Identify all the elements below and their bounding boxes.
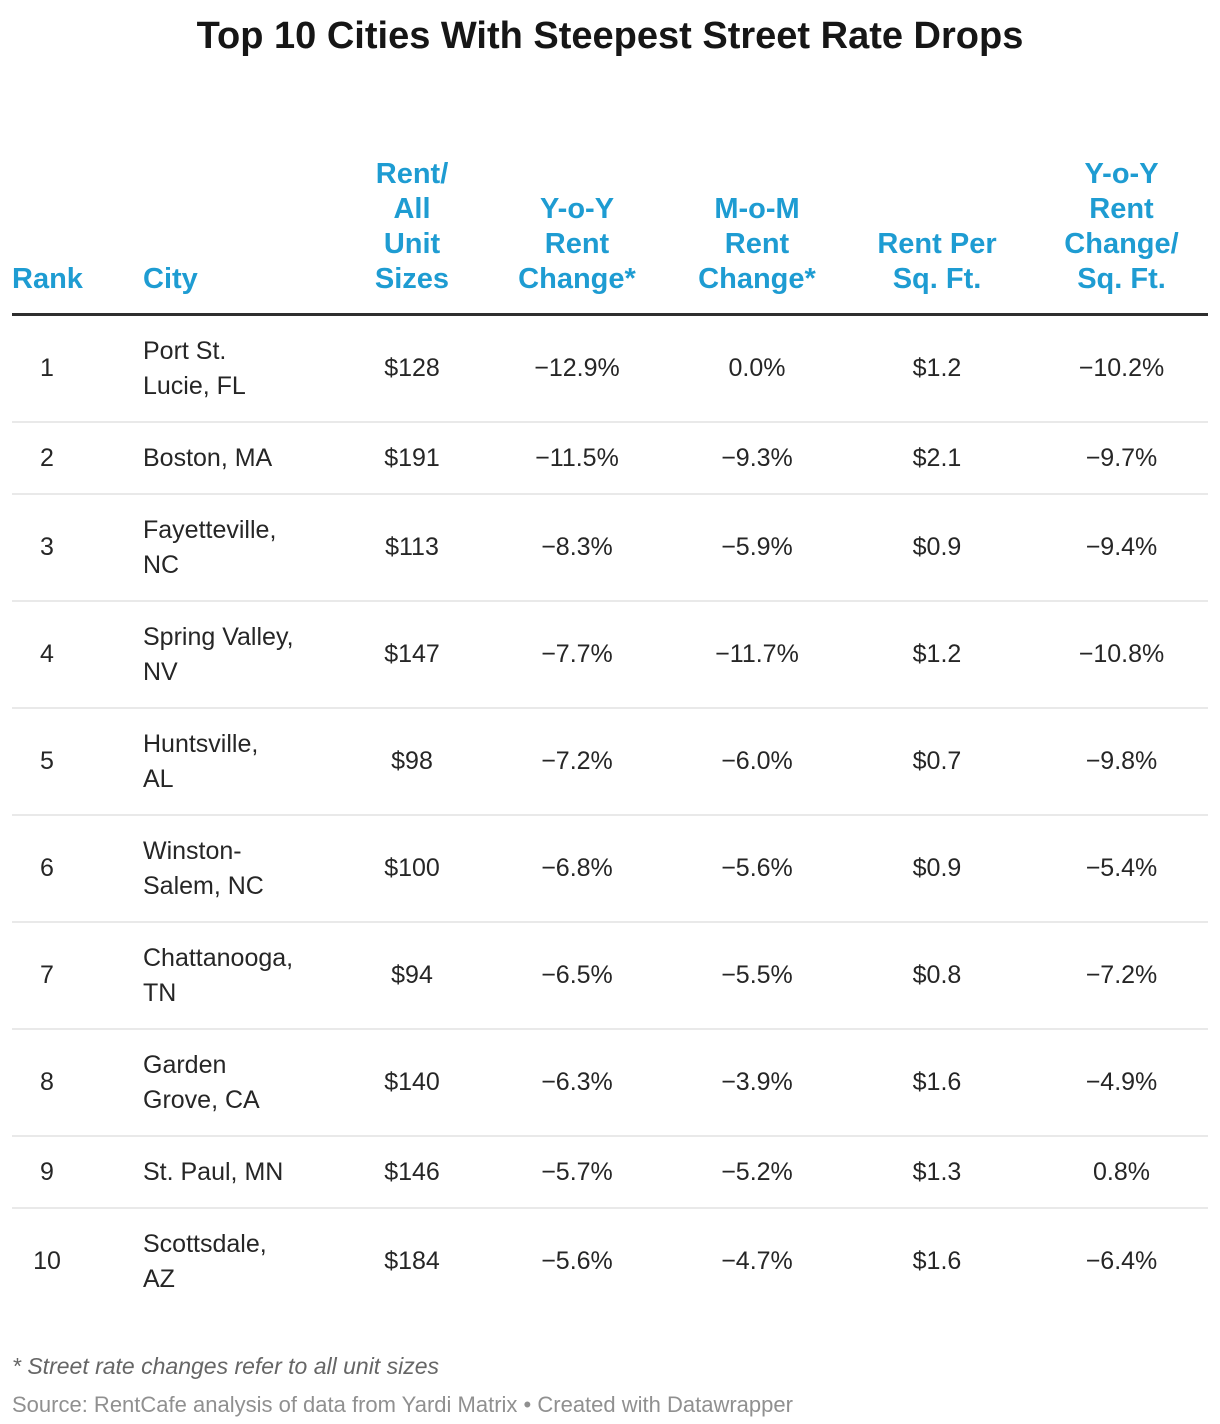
cell-rank: 1	[40, 354, 54, 382]
cell-mom_rent_change: −5.9%	[647, 493, 867, 601]
cell-yoy_rent_change: −7.7%	[507, 600, 647, 708]
cell-rent_all_units: $147	[317, 600, 507, 708]
cell-yoy_rent_change_sqft: −9.4%	[1007, 493, 1208, 601]
cell-city: Spring Valley, NV	[82, 600, 317, 708]
table-row: 9 St. Paul, MN $146 −5.7% −5.2% $1.3 0.8%	[12, 1135, 1208, 1208]
cell-rank: 9	[12, 1135, 82, 1208]
column-header-yoy_rent_change_sqft: Y-o-Y Rent Change/ Sq. Ft.	[1007, 157, 1208, 316]
column-header-mom_rent_change: M-o-M Rent Change*	[647, 157, 867, 316]
cell-yoy_rent_change: −7.2%	[507, 707, 647, 815]
cell-yoy_rent_change: −12.9%	[534, 354, 620, 382]
cell-rank: 4	[12, 600, 82, 708]
cell-yoy_rent_change: −6.3%	[507, 1028, 647, 1136]
cell-city: St. Paul, MN	[82, 1135, 317, 1208]
cell-rent_all_units: $184	[317, 1207, 507, 1314]
separator-dot: •	[523, 1392, 532, 1417]
datawrapper-attribution-link[interactable]: Created with Datawrapper	[537, 1392, 793, 1417]
cell-rent_per_sqft: $1.6	[867, 1028, 1007, 1136]
cell-rent_all_units: $94	[317, 921, 507, 1029]
cell-rent_per_sqft: $1.6	[867, 1207, 1007, 1314]
cell-yoy_rent_change_sqft: −5.4%	[1007, 814, 1208, 922]
column-header-rent_all_units: Rent/ All Unit Sizes	[317, 157, 507, 316]
cell-yoy_rent_change: −5.6%	[507, 1207, 647, 1314]
cell-rank: 8	[12, 1028, 82, 1136]
cell-mom_rent_change: 0.0%	[728, 354, 786, 382]
cell-yoy_rent_change_sqft: −9.8%	[1007, 707, 1208, 815]
cell-city: Huntsville, AL	[82, 707, 317, 815]
cell-rent_all_units: $113	[317, 493, 507, 601]
source-line: Source: RentCafe analysis of data from Y…	[12, 1392, 1208, 1418]
cell-yoy_rent_change_sqft: −9.7%	[1007, 421, 1208, 494]
cell-yoy_rent_change_sqft: −10.8%	[1007, 600, 1208, 708]
cell-rent_per_sqft: $0.8	[867, 921, 1007, 1029]
table-row: 1 Port St. Lucie, FL $128 −12.9% 0.0% $1.2 −10…	[12, 315, 1208, 423]
table-body: 1 Port St. Lucie, FL $128 −12.9% 0.0% $1.2 −10…	[12, 315, 1208, 1314]
cell-mom_rent_change: −5.6%	[647, 814, 867, 922]
cell-yoy_rent_change_sqft: −6.4%	[1007, 1207, 1208, 1314]
cell-rent_all_units: $140	[317, 1028, 507, 1136]
cell-rent_per_sqft: $2.1	[867, 421, 1007, 494]
cell-mom_rent_change: −3.9%	[647, 1028, 867, 1136]
cell-yoy_rent_change: −5.7%	[507, 1135, 647, 1208]
cell-yoy_rent_change_sqft: −10.2%	[1078, 354, 1165, 382]
cell-city: Winston- Salem, NC	[82, 814, 317, 922]
table-row: 8 Garden Grove, CA $140 −6.3% −3.9% $1.6 −4.9%	[12, 1028, 1208, 1136]
cell-rank: 7	[12, 921, 82, 1029]
cell-mom_rent_change: −5.5%	[647, 921, 867, 1029]
column-header-rank: Rank	[12, 157, 83, 316]
cell-mom_rent_change: −11.7%	[647, 600, 867, 708]
data-table: Rank City Rent/ All Unit Sizes Y-o-Y Rent C…	[12, 157, 1208, 1314]
table-row: 4 Spring Valley, NV $147 −7.7% −11.7% $1.2 −10…	[12, 600, 1208, 708]
cell-rank: 5	[12, 707, 82, 815]
column-header-yoy_rent_change: Y-o-Y Rent Change*	[507, 157, 647, 316]
cell-rent_all_units: $128	[384, 354, 440, 382]
cell-mom_rent_change: −9.3%	[647, 421, 867, 494]
cell-rent_all_units: $98	[317, 707, 507, 815]
table-row: 6 Winston- Salem, NC $100 −6.8% −5.6% $0.9 −5.…	[12, 814, 1208, 922]
cell-mom_rent_change: −5.2%	[647, 1135, 867, 1208]
cell-city: Boston, MA	[82, 421, 317, 494]
footnote: * Street rate changes refer to all unit …	[12, 1353, 439, 1379]
table-row: 10 Scottsdale, AZ $184 −5.6% −4.7% $1.6 −6.4%	[12, 1207, 1208, 1314]
cell-rent_per_sqft: $1.2	[912, 354, 962, 382]
cell-rent_all_units: $191	[317, 421, 507, 494]
cell-yoy_rent_change: −8.3%	[507, 493, 647, 601]
cell-rent_per_sqft: $0.9	[867, 493, 1007, 601]
cell-mom_rent_change: −6.0%	[647, 707, 867, 815]
table-row: 5 Huntsville, AL $98 −7.2% −6.0% $0.7 −9.8%	[12, 707, 1208, 815]
cell-yoy_rent_change: −6.5%	[507, 921, 647, 1029]
table-row: 2 Boston, MA $191 −11.5% −9.3% $2.1 −9.7%	[12, 421, 1208, 494]
cell-yoy_rent_change_sqft: −7.2%	[1007, 921, 1208, 1029]
cell-rent_per_sqft: $0.9	[867, 814, 1007, 922]
column-header-rent_per_sqft: Rent Per Sq. Ft.	[867, 157, 1007, 316]
table-row: 7 Chattanooga, TN $94 −6.5% −5.5% $0.8 −7.2%	[12, 921, 1208, 1029]
table-row: 3 Fayetteville, NC $113 −8.3% −5.9% $0.9 −9.4%	[12, 493, 1208, 601]
cell-city: Chattanooga, TN	[82, 921, 317, 1029]
cell-city: Fayetteville, NC	[82, 493, 317, 601]
cell-yoy_rent_change_sqft: −4.9%	[1007, 1028, 1208, 1136]
cell-city: Garden Grove, CA	[82, 1028, 317, 1136]
source-text: Source: RentCafe analysis of data from Y…	[12, 1392, 518, 1417]
cell-yoy_rent_change: −11.5%	[507, 421, 647, 494]
cell-yoy_rent_change: −6.8%	[507, 814, 647, 922]
header-row: Rank City Rent/ All Unit Sizes Y-o-Y Rent C…	[12, 157, 1208, 316]
cell-rent_per_sqft: $0.7	[867, 707, 1007, 815]
cell-rank: 6	[12, 814, 82, 922]
cell-yoy_rent_change_sqft: 0.8%	[1007, 1135, 1208, 1208]
cell-rent_per_sqft: $1.2	[867, 600, 1007, 708]
cell-city: Port St. Lucie, FL	[143, 336, 246, 400]
cell-rank: 2	[12, 421, 82, 494]
chart-title: Top 10 Cities With Steepest Street Rate …	[196, 15, 1024, 57]
column-header-city: City	[82, 157, 317, 316]
cell-rent_all_units: $100	[317, 814, 507, 922]
cell-rank: 3	[12, 493, 82, 601]
cell-rent_per_sqft: $1.3	[867, 1135, 1007, 1208]
cell-city: Scottsdale, AZ	[82, 1207, 317, 1314]
cell-rent_all_units: $146	[317, 1135, 507, 1208]
cell-rank: 10	[12, 1207, 82, 1314]
table-chart: Top 10 Cities With Steepest Street Rate …	[12, 14, 1208, 1418]
cell-mom_rent_change: −4.7%	[647, 1207, 867, 1314]
